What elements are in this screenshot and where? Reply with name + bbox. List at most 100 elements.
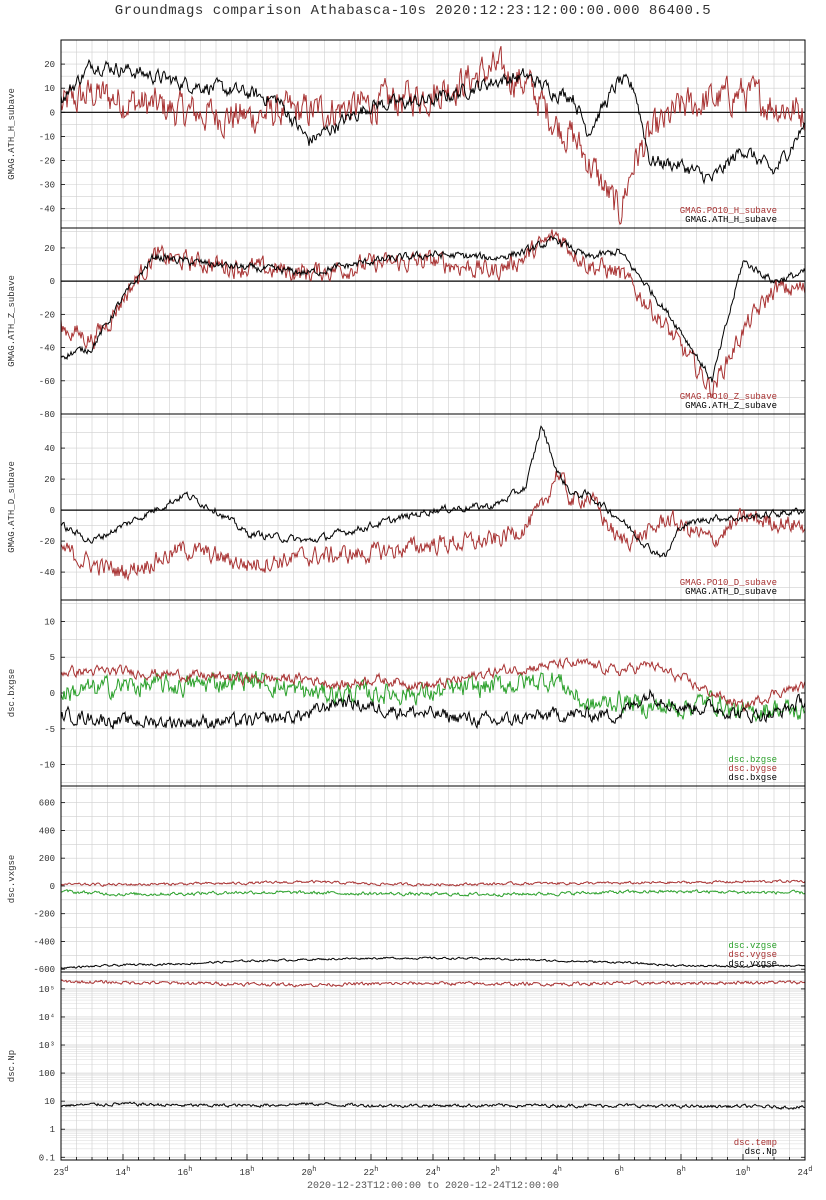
y-axis-label: GMAG.ATH_H_subave: [7, 88, 17, 180]
series-line: [60, 58, 806, 185]
y-tick-label: 0: [50, 277, 55, 287]
series-line: [60, 889, 806, 898]
y-tick-label: 20: [44, 244, 55, 254]
legend-entry: GMAG.ATH_H_subave: [685, 215, 777, 225]
x-tick-label: 2h: [490, 1166, 500, 1178]
y-tick-label: 1: [50, 1125, 55, 1135]
x-tick-label: 22h: [363, 1166, 378, 1178]
x-tick-label: 20h: [301, 1166, 316, 1178]
x-tick-label: 24d: [797, 1166, 812, 1178]
x-tick-label: 10h: [735, 1166, 750, 1178]
y-tick-label: 600: [39, 799, 55, 809]
series-line: [60, 1101, 806, 1110]
y-tick-label: -20: [39, 157, 55, 167]
x-tick-unit: h: [312, 1166, 316, 1174]
y-tick-label: -80: [39, 410, 55, 420]
y-tick-label: 40: [44, 444, 55, 454]
x-tick-unit: d: [808, 1166, 812, 1174]
legend-entry: GMAG.PO10_D_subave: [680, 578, 777, 588]
x-tick-label: 4h: [552, 1166, 562, 1178]
panel-5: 6004002000-200-400-600dsc.vxgsedsc.vygse…: [7, 785, 806, 975]
y-axis-label: GMAG.ATH_Z_subave: [7, 275, 17, 367]
y-axis-label: GMAG.ATH_D_subave: [7, 461, 17, 553]
panel-3: 40200-20-40GMAG.ATH_D_subaveGMAG.PO10_D_…: [7, 413, 806, 601]
series-line: [60, 670, 806, 723]
x-tick-unit: h: [620, 1166, 624, 1174]
x-tick-unit: d: [64, 1166, 68, 1174]
y-tick-label: 10: [44, 617, 55, 627]
legend-entry: GMAG.PO10_Z_subave: [680, 392, 777, 402]
x-tick-unit: h: [436, 1166, 440, 1174]
legend-entry: GMAG.ATH_Z_subave: [685, 401, 777, 411]
x-tick-unit: h: [126, 1166, 130, 1174]
x-tick-unit: h: [250, 1166, 254, 1174]
series-line: [60, 879, 806, 888]
y-tick-label: 20: [44, 60, 55, 70]
x-tick-label: 14h: [115, 1166, 130, 1178]
x-tick-unit: h: [682, 1166, 686, 1174]
series-line: [60, 235, 806, 383]
y-tick-label: -20: [39, 310, 55, 320]
y-axis-label: dsc.Np: [7, 1050, 17, 1082]
y-tick-label: -20: [39, 537, 55, 547]
y-tick-label: 400: [39, 826, 55, 836]
y-tick-label: 10⁴: [39, 1012, 55, 1023]
series-line: [60, 956, 806, 970]
x-tick-unit: h: [188, 1166, 192, 1174]
y-tick-label: 20: [44, 475, 55, 485]
y-tick-label: -60: [39, 377, 55, 387]
series-line: [60, 979, 806, 988]
legend-entry: GMAG.PO10_H_subave: [680, 206, 777, 216]
y-tick-label: -600: [33, 965, 55, 975]
legend-entry: dsc.vzgse: [728, 941, 777, 951]
y-axis-label: dsc.bxgse: [7, 669, 17, 718]
y-tick-label: 0: [50, 882, 55, 892]
series-line: [60, 46, 806, 225]
y-tick-label: 10⁵: [39, 985, 55, 995]
y-tick-label: 0: [50, 506, 55, 516]
y-tick-label: -10: [39, 761, 55, 771]
panel-4: 1050-5-10dsc.bxgsedsc.bygsedsc.bzgsedsc.…: [7, 599, 806, 787]
series-line: [60, 688, 806, 730]
y-tick-label: 10: [44, 1097, 55, 1107]
y-tick-label: 10: [44, 84, 55, 94]
series-line: [60, 657, 806, 713]
y-tick-label: 0.1: [39, 1153, 55, 1163]
x-tick-unit: h: [558, 1166, 562, 1174]
series-line: [60, 425, 806, 558]
y-tick-label: 100: [39, 1069, 55, 1079]
y-tick-label: -40: [39, 205, 55, 215]
legend-entry: dsc.bygse: [728, 764, 777, 774]
y-tick-label: 5: [50, 653, 55, 663]
y-tick-label: -40: [39, 344, 55, 354]
x-tick-label: 23d: [53, 1166, 68, 1178]
legend-entry: dsc.temp: [734, 1138, 777, 1148]
panel-1: 20100-10-20-30-40GMAG.ATH_H_subaveGMAG.P…: [7, 39, 806, 229]
y-tick-label: -200: [33, 910, 55, 920]
x-tick-unit: h: [746, 1166, 750, 1174]
y-tick-label: -40: [39, 568, 55, 578]
x-tick-label: 18h: [239, 1166, 254, 1178]
time-range-caption: 2020-12-23T12:00:00 to 2020-12-24T12:00:…: [306, 1181, 560, 1192]
x-tick-label: 24h: [425, 1166, 440, 1178]
figure-title: Groundmags comparison Athabasca-10s 2020…: [114, 3, 712, 19]
y-tick-label: -30: [39, 181, 55, 191]
legend-entry: dsc.bxgse: [728, 773, 777, 783]
legend-entry: dsc.Np: [745, 1147, 777, 1157]
panel-2: 200-20-40-60-80GMAG.ATH_Z_subaveGMAG.PO1…: [7, 227, 806, 420]
x-tick-label: 16h: [177, 1166, 192, 1178]
x-tick-unit: h: [496, 1166, 500, 1174]
legend-entry: GMAG.ATH_D_subave: [685, 587, 777, 597]
x-tick-label: 6h: [614, 1166, 624, 1178]
series-line: [60, 229, 806, 399]
y-tick-label: 0: [50, 108, 55, 118]
legend-entry: dsc.bzgse: [728, 755, 777, 765]
legend-entry: dsc.vxgse: [728, 959, 777, 969]
y-axis-label: dsc.vxgse: [7, 855, 17, 904]
y-tick-label: -400: [33, 937, 55, 947]
series-line: [60, 471, 806, 582]
y-tick-label: 10³: [39, 1041, 55, 1051]
x-tick-unit: h: [374, 1166, 378, 1174]
